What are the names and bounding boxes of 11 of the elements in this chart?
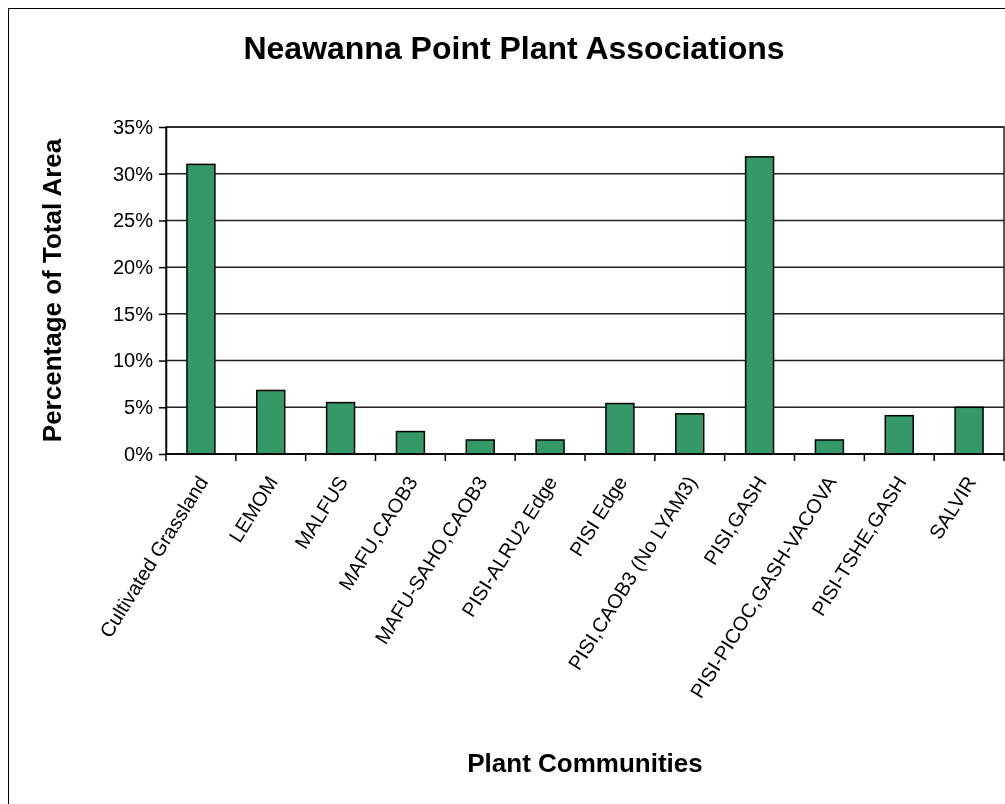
y-tick-label: 30% (112, 162, 154, 185)
y-axis-title: Percentage of Total Area (37, 138, 67, 443)
y-tick-label: 0% (124, 442, 154, 465)
x-axis-title: Plant Communities (467, 748, 703, 778)
y-tick-label: 10% (112, 349, 154, 372)
y-tick-label: 20% (112, 256, 154, 279)
y-tick-label: 5% (124, 396, 154, 419)
y-tick-label: 15% (112, 302, 154, 325)
y-tick-label: 25% (112, 209, 154, 232)
y-tick-label: 35% (112, 115, 154, 138)
chart-title: Neawanna Point Plant Associations (243, 30, 785, 66)
